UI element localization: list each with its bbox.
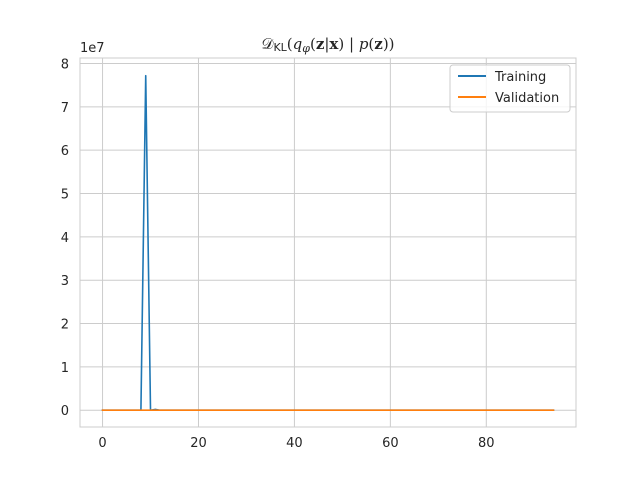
- legend-label-validation: Validation: [495, 91, 559, 106]
- y-tick-label: 4: [61, 231, 69, 246]
- plot-area-border: [79, 57, 577, 428]
- y-tick-label: 8: [61, 58, 69, 73]
- legend: Training Validation: [449, 64, 571, 113]
- axes-frame: [79, 57, 577, 428]
- y-tick-label: 0: [61, 404, 69, 419]
- x-tick-label: 40: [286, 436, 303, 451]
- y-multiplier-label: 1e7: [80, 41, 105, 56]
- y-tick-label: 1: [61, 361, 69, 376]
- y-tick-label: 3: [61, 274, 69, 289]
- series-lines: [101, 74, 555, 412]
- x-tick-label: 20: [190, 436, 207, 451]
- x-tick-label: 0: [98, 436, 106, 451]
- legend-label-training: Training: [494, 70, 546, 85]
- grid: [80, 58, 576, 427]
- x-axis-ticks: 0 20 40 60 80: [98, 436, 494, 451]
- y-tick-label: 5: [61, 188, 69, 203]
- x-tick-label: 60: [382, 436, 399, 451]
- x-tick-label: 80: [478, 436, 495, 451]
- y-tick-label: 7: [61, 101, 69, 116]
- y-tick-label: 6: [61, 144, 69, 159]
- chart-title: 𝒟KL(qφ(z|x) | p(z)): [261, 35, 394, 55]
- y-tick-label: 2: [61, 318, 69, 333]
- y-axis-ticks: 0 1 2 3 4 5 6 7 8: [61, 58, 69, 420]
